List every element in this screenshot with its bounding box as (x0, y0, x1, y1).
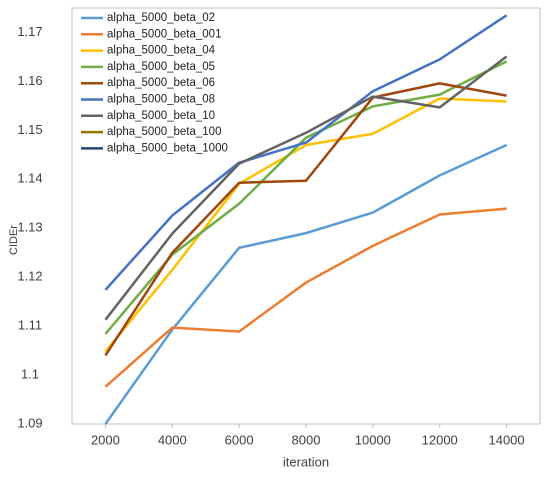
y-axis-label: CIDEr (8, 225, 20, 255)
legend-label: alpha_5000_beta_05 (107, 61, 215, 73)
x-tick-label: 2000 (91, 432, 120, 447)
series-line (104, 207, 507, 388)
series-line (104, 14, 508, 291)
x-tick-label: 14000 (488, 432, 524, 447)
x-axis-label: iteration (283, 454, 329, 469)
legend-label: alpha_5000_beta_100 (107, 126, 221, 138)
y-tick-label: 1.17 (17, 24, 42, 39)
x-tick-label: 8000 (292, 432, 321, 447)
legend-label: alpha_5000_beta_02 (107, 12, 215, 24)
series-line (104, 82, 507, 357)
legend-label: alpha_5000_beta_04 (107, 45, 216, 57)
y-tick-label: 1.16 (17, 73, 42, 88)
y-tick-label: 1.09 (17, 415, 42, 430)
y-tick-label: 1.14 (17, 171, 42, 186)
y-tick-label: 1.1 (21, 366, 39, 381)
series-line (104, 55, 508, 321)
legend-label: alpha_5000_beta_1000 (107, 142, 228, 154)
y-tick-label: 1.15 (17, 122, 42, 137)
x-tick-label: 4000 (158, 432, 187, 447)
legend-label: alpha_5000_beta_10 (107, 110, 215, 122)
series-line (104, 97, 507, 353)
y-tick-label: 1.12 (17, 269, 42, 284)
legend-label: alpha_5000_beta_08 (107, 94, 215, 106)
x-tick-label: 10000 (355, 432, 391, 447)
y-tick-label: 1.13 (17, 220, 42, 235)
legend-label: alpha_5000_beta_001 (107, 28, 221, 40)
series-line (104, 143, 508, 425)
x-tick-label: 12000 (422, 432, 458, 447)
legend-label: alpha_5000_beta_06 (107, 77, 215, 89)
y-tick-label: 1.11 (18, 318, 42, 333)
x-tick-label: 6000 (225, 432, 254, 447)
